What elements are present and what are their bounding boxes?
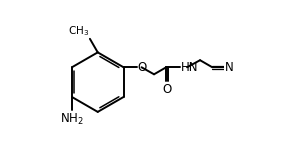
Text: O: O [137,61,146,74]
Text: CH$_3$: CH$_3$ [68,24,89,38]
Text: O: O [163,83,172,96]
Text: N: N [224,61,233,74]
Text: HN: HN [181,61,198,74]
Text: NH$_2$: NH$_2$ [60,112,84,127]
